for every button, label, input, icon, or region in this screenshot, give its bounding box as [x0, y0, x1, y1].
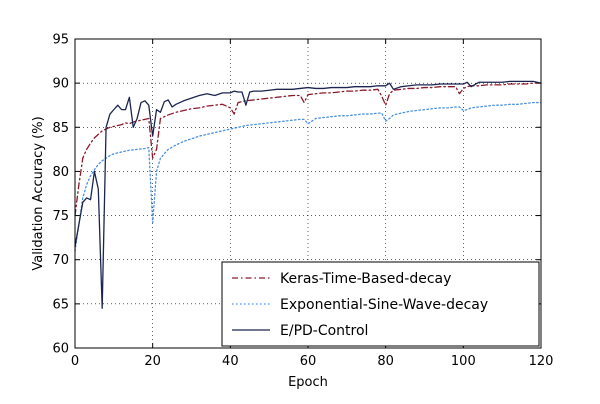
x-axis-title: Epoch [288, 375, 328, 390]
series-line-2 [74, 101, 542, 252]
y-tick-label: 60 [52, 342, 69, 357]
x-tick-label: 60 [300, 354, 317, 369]
x-tick-label: 40 [222, 354, 239, 369]
legend-label: Exponential-Sine-Wave-decay [280, 297, 488, 313]
y-tick-label: 75 [52, 209, 69, 224]
legend-label: Keras-Time-Based-decay [280, 271, 451, 287]
series-line-1 [74, 82, 542, 217]
legend-box [221, 261, 540, 347]
y-tick-label: 85 [52, 121, 69, 136]
legend: Keras-Time-Based-decay Exponential-Sine-W… [221, 261, 540, 347]
x-tick-label: 80 [377, 354, 394, 369]
tick-labels: 0 20 40 60 80 100 120 60 65 70 75 80 85 90 95 [52, 33, 553, 370]
series-line-3 [74, 80, 542, 309]
series-group [74, 80, 542, 309]
y-tick-label: 80 [52, 165, 69, 180]
x-tick-label: 0 [71, 354, 79, 369]
y-tick-label: 95 [52, 33, 69, 48]
x-tick-label: 120 [529, 354, 554, 369]
x-tick-label: 20 [144, 354, 161, 369]
plot-frame [74, 38, 542, 349]
x-tick-label: 100 [451, 354, 476, 369]
y-axis-title: Validation Accuracy (%) [31, 116, 46, 270]
legend-label: E/PD-Control [280, 323, 368, 339]
y-tick-label: 90 [52, 77, 69, 92]
y-tick-label: 70 [52, 253, 69, 268]
y-tick-label: 65 [52, 297, 69, 312]
